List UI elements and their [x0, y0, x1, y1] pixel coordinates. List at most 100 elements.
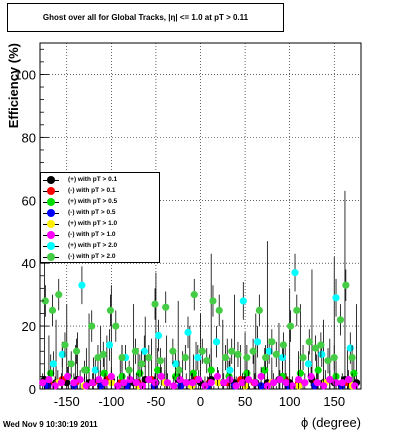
data-point — [190, 291, 198, 299]
data-point — [154, 366, 162, 374]
data-point — [253, 338, 262, 346]
data-point — [58, 350, 66, 358]
data-point — [257, 372, 265, 381]
data-point — [314, 366, 322, 374]
data-point — [332, 294, 340, 302]
data-point — [311, 344, 320, 352]
data-point — [307, 372, 315, 381]
data-point — [296, 369, 304, 377]
data-point — [278, 353, 287, 362]
series-6 — [49, 253, 354, 383]
data-point — [170, 382, 178, 390]
data-point — [282, 379, 290, 387]
data-point — [145, 375, 153, 384]
y-axis-label: Efficiency (%) — [6, 43, 21, 128]
data-point — [313, 379, 321, 387]
data-point — [45, 375, 53, 384]
data-point — [189, 369, 197, 377]
data-point — [243, 369, 251, 377]
data-point — [107, 372, 115, 381]
data-point — [99, 350, 107, 358]
data-point — [293, 306, 301, 314]
legend-marker-icon — [47, 242, 55, 250]
data-point — [82, 382, 90, 390]
data-point — [105, 341, 114, 349]
data-point — [112, 322, 120, 330]
data-point — [41, 297, 49, 305]
data-point — [101, 379, 109, 387]
legend-entry: (-) with pT > 2.0 — [41, 252, 159, 262]
legend-entry: (+) with pT > 1.0 — [41, 219, 159, 229]
data-point — [220, 379, 228, 387]
data-point — [294, 375, 303, 384]
data-point — [332, 379, 340, 387]
data-point — [91, 366, 99, 374]
data-point — [182, 379, 190, 387]
data-point — [76, 375, 84, 384]
data-point — [88, 322, 96, 330]
data-point — [125, 366, 133, 374]
x-tick-label: -50 — [147, 394, 166, 409]
data-point — [319, 382, 328, 390]
data-point — [203, 357, 211, 365]
legend-label: (-) with pT > 1.0 — [68, 231, 116, 238]
data-point — [70, 379, 78, 387]
data-point — [156, 357, 164, 365]
data-point — [228, 347, 236, 355]
legend-entry: (+) with pT > 0.1 — [41, 175, 159, 185]
data-point — [198, 347, 206, 355]
data-point — [346, 344, 354, 352]
data-point — [213, 372, 222, 381]
data-point — [291, 269, 299, 277]
legend-label: (+) with pT > 1.0 — [68, 220, 118, 227]
data-point — [265, 347, 273, 355]
data-point — [263, 382, 271, 390]
data-point — [51, 382, 59, 390]
data-point — [151, 379, 159, 387]
data-point — [226, 366, 234, 374]
data-point — [207, 366, 215, 374]
data-point — [272, 350, 280, 358]
data-point — [49, 360, 57, 368]
data-point — [330, 353, 338, 362]
data-point — [169, 347, 177, 355]
data-point — [209, 297, 217, 305]
data-point — [67, 360, 75, 368]
data-point — [301, 379, 309, 387]
legend: (+) with pT > 0.1 (-) with pT > 0.1 (+) … — [40, 172, 160, 263]
data-point — [162, 303, 170, 311]
data-point — [350, 369, 358, 377]
data-point — [215, 306, 223, 314]
data-point — [61, 341, 69, 349]
x-tick-label: 50 — [238, 394, 252, 409]
data-point — [171, 360, 180, 368]
data-point — [140, 347, 148, 355]
data-point — [279, 341, 288, 349]
data-point — [100, 369, 108, 377]
data-point — [249, 347, 257, 355]
data-point — [251, 379, 259, 387]
data-point — [64, 372, 72, 381]
data-point — [138, 382, 147, 390]
data-point — [268, 338, 276, 346]
legend-marker-icon — [47, 209, 55, 217]
series-7 — [41, 269, 356, 380]
x-axis-label: ϕ (degree) — [301, 415, 361, 430]
data-point — [318, 350, 326, 358]
data-point — [324, 357, 332, 365]
data-point — [207, 379, 215, 387]
legend-marker-icon — [47, 187, 55, 195]
data-point — [151, 300, 159, 308]
timestamp: Wed Nov 9 10:30:19 2011 — [3, 420, 98, 429]
data-point — [154, 331, 163, 340]
data-point — [243, 353, 251, 362]
x-tick-label: 150 — [323, 394, 345, 409]
data-point — [239, 297, 247, 305]
data-point — [195, 375, 203, 384]
data-point — [39, 379, 47, 387]
data-point — [245, 375, 253, 384]
data-point — [299, 353, 307, 362]
data-point — [80, 366, 89, 374]
data-point — [317, 341, 325, 349]
